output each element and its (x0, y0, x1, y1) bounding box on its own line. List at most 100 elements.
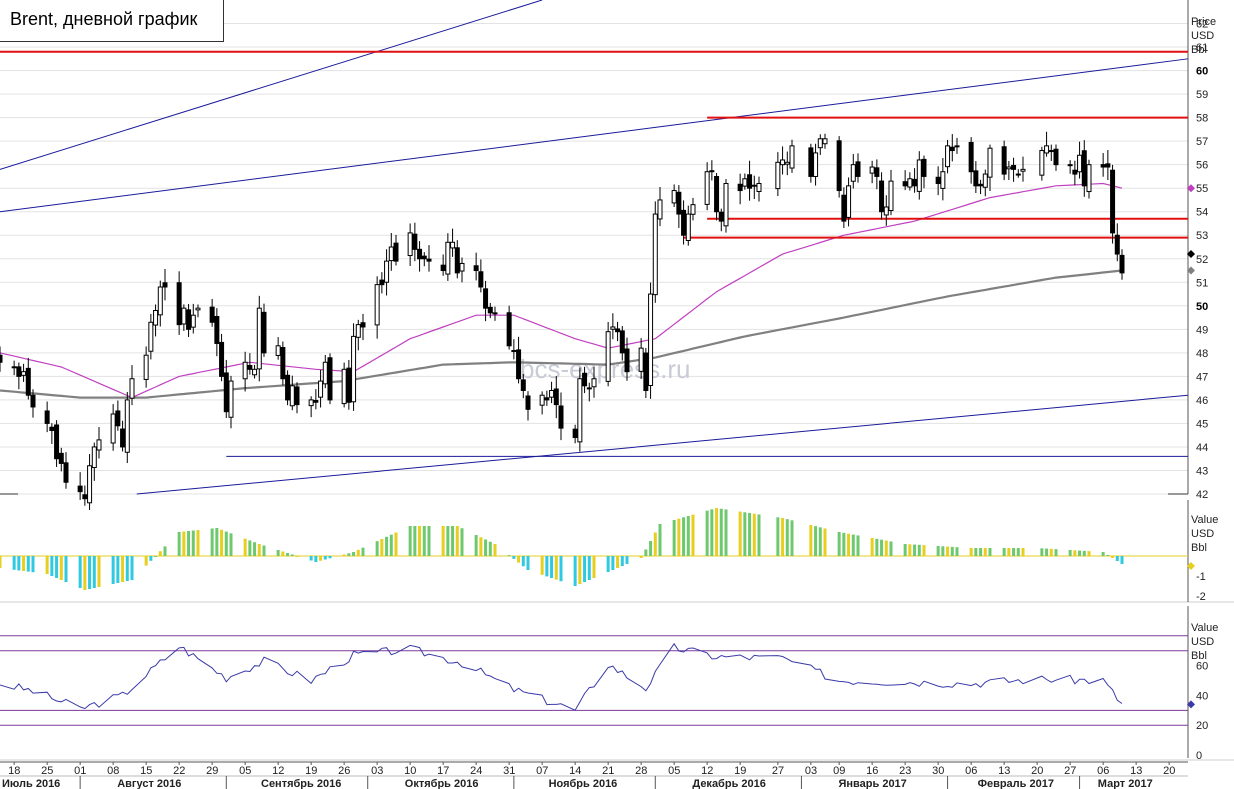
macd-bar (1012, 548, 1016, 556)
price-tick-label: 50 (1196, 301, 1208, 313)
price-axis-title: Price USD Bbl (1191, 15, 1216, 57)
candle-body-up (388, 246, 394, 262)
candle (261, 303, 267, 357)
macd-bar (111, 556, 115, 584)
day-tick-label: 27 (772, 765, 784, 777)
candle-body-up (256, 307, 262, 370)
price-tick-label: 53 (1196, 230, 1208, 242)
day-tick-label: 05 (239, 765, 251, 777)
macd-bar (1068, 550, 1072, 556)
macd-bar (719, 508, 723, 556)
candle-body-down (280, 346, 286, 380)
macd-bar (526, 556, 530, 570)
candle (379, 272, 385, 294)
candle-body-down (176, 282, 182, 326)
candle (82, 485, 88, 506)
candle (143, 346, 149, 388)
candle (1039, 146, 1045, 181)
candle-body-up (110, 413, 116, 444)
macd-bar (248, 540, 252, 556)
day-tick-label: 27 (1064, 765, 1076, 777)
candle (186, 304, 192, 338)
candle (426, 245, 432, 272)
price-tick-label: 47 (1196, 371, 1208, 383)
macd-bar (507, 555, 511, 557)
candle (690, 197, 696, 221)
macd-bar (851, 534, 855, 556)
rsi-tick-label: 60 (1196, 661, 1208, 673)
candle-body-down (718, 211, 724, 222)
candle-body-up (780, 159, 786, 166)
day-tick-label: 19 (734, 765, 746, 777)
price-tick-label: 57 (1196, 136, 1208, 148)
candle-body-up (723, 182, 729, 227)
candle (615, 321, 621, 342)
day-tick-label: 29 (206, 765, 218, 777)
candle (214, 308, 220, 357)
candle (973, 161, 979, 194)
candle-body-down (553, 388, 559, 406)
candle (671, 184, 677, 207)
candle (308, 396, 314, 418)
macd-bar (50, 556, 54, 576)
candle-body-down (44, 410, 50, 424)
candle (982, 169, 988, 197)
macd-bar (715, 508, 719, 556)
candle (478, 259, 484, 293)
candle (652, 201, 658, 303)
candle (129, 365, 135, 406)
candle-body-down (516, 349, 522, 380)
month-label: Февраль 2017 (978, 778, 1054, 789)
macd-bar (649, 541, 653, 556)
macd-bar (1016, 548, 1020, 556)
macd-bar (776, 517, 780, 556)
candle-body-up (789, 145, 795, 169)
candle-body-down (855, 161, 861, 177)
macd-bar (187, 531, 191, 556)
macd-bar (1021, 548, 1025, 556)
day-tick-label: 19 (305, 765, 317, 777)
candle-body-down (261, 311, 267, 354)
rsi-series (0, 642, 1123, 711)
macd-bar (0, 556, 2, 568)
candle (492, 306, 498, 321)
candle (1105, 150, 1111, 181)
macd-bar (625, 556, 629, 564)
candle-body-up (1086, 164, 1092, 193)
macd-bar (554, 556, 558, 580)
candle-body-up (355, 324, 361, 338)
candle (77, 472, 83, 500)
macd-bar (1045, 548, 1049, 556)
candle-body-down (558, 405, 564, 429)
month-label: Декабрь 2016 (692, 778, 766, 789)
macd-bar (724, 509, 728, 556)
macd-bar (1078, 550, 1082, 556)
candle (643, 347, 649, 399)
candle (252, 364, 258, 379)
macd-bar (347, 553, 351, 556)
macd-bar (540, 556, 544, 575)
candle (789, 139, 795, 173)
candle-body-up (690, 204, 696, 215)
day-tick-label: 05 (668, 765, 680, 777)
candle (1020, 156, 1026, 182)
macd-bar (59, 556, 63, 580)
candle-body-up (91, 446, 97, 469)
candle-body-down (421, 255, 427, 260)
candle-body-up (954, 145, 960, 148)
price-tick-label: 45 (1196, 418, 1208, 430)
macd-bar (243, 538, 247, 556)
day-tick-label: 13 (1130, 765, 1142, 777)
macd-bar (875, 538, 879, 556)
candle-body-up (987, 147, 993, 178)
candle (987, 144, 993, 192)
candle-body-up (511, 350, 517, 353)
price-tick-label: 48 (1196, 348, 1208, 360)
macd-bar (191, 530, 195, 556)
price-tick-label: 62 (1196, 19, 1208, 31)
candle-body-up (1044, 145, 1050, 154)
candle-body-up (775, 161, 781, 190)
candle (808, 143, 814, 183)
day-tick-label: 08 (107, 765, 119, 777)
candle-body-down (572, 428, 578, 439)
